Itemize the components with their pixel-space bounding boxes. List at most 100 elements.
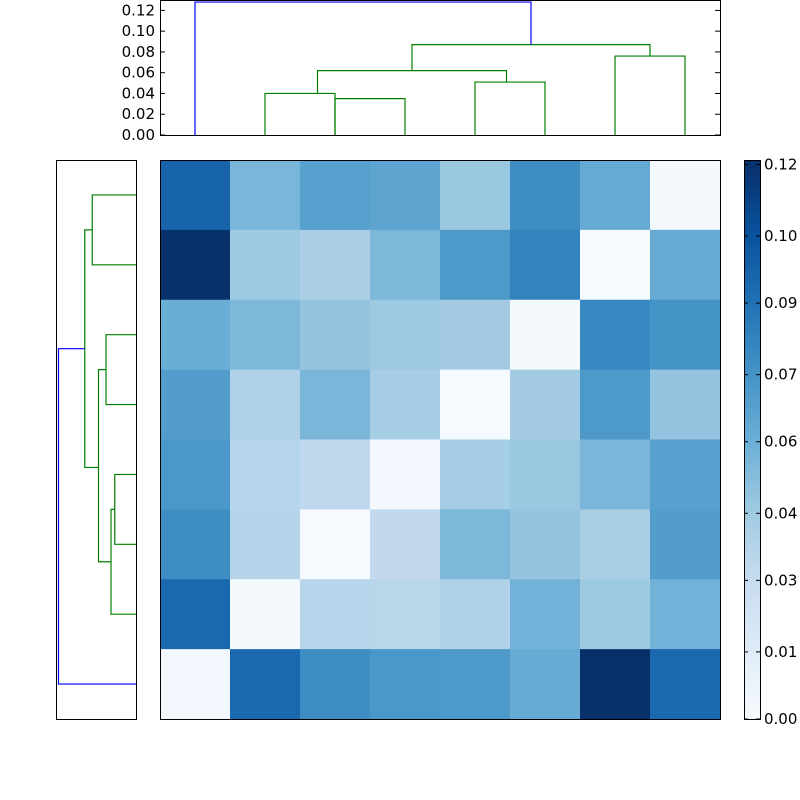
heatmap-cell [300, 300, 371, 370]
colorbar-segment [744, 695, 760, 700]
heatmap-cell [230, 160, 301, 230]
heatmap-cell [580, 649, 651, 719]
colorbar-segment [744, 308, 760, 313]
colorbar-segment [744, 519, 760, 524]
colorbar-segment [744, 396, 760, 401]
colorbar-segment [744, 404, 760, 409]
colorbar-segment [744, 491, 760, 496]
left-dendrogram-panel [57, 161, 137, 720]
heatmap-cell [160, 160, 231, 230]
colorbar-segment [744, 256, 760, 261]
heatmap-cell [580, 160, 651, 230]
colorbar-tick-label: 0.12 [764, 155, 797, 173]
colorbar-segment [744, 328, 760, 333]
colorbar-segment [744, 224, 760, 229]
colorbar-segment [744, 252, 760, 257]
colorbar-segment [744, 372, 760, 377]
colorbar-segment [744, 416, 760, 421]
colorbar-segment [744, 687, 760, 692]
heatmap-cell [510, 509, 581, 579]
colorbar-tick-label: 0.03 [764, 571, 797, 589]
heatmap-cell [650, 649, 721, 719]
colorbar-segment [744, 340, 760, 345]
colorbar-segment [744, 304, 760, 309]
left-dendrogram-frame [57, 161, 137, 720]
top-dendrogram-y-tick-label: 0.06 [122, 64, 155, 82]
colorbar-segment [744, 400, 760, 405]
left-dendrogram-link [59, 349, 137, 684]
left-dendrogram-link [85, 230, 99, 468]
colorbar-segment [744, 184, 760, 189]
colorbar-segment [744, 288, 760, 293]
heatmap-cell [370, 230, 441, 300]
colorbar-tick-label: 0.07 [764, 366, 797, 384]
top-dendrogram-y-tick-label: 0.12 [122, 1, 155, 19]
top-dendrogram-y-tick-label: 0.02 [122, 105, 155, 123]
colorbar-segment [744, 296, 760, 301]
heatmap-cell [440, 649, 511, 719]
colorbar-segment [744, 495, 760, 500]
heatmap-cell [160, 509, 231, 579]
heatmap-cell [650, 370, 721, 440]
colorbar-segment [744, 639, 760, 644]
colorbar-segment [744, 455, 760, 460]
colorbar-tick-label: 0.01 [764, 643, 797, 661]
colorbar-segment [744, 284, 760, 289]
heatmap-cell [230, 579, 301, 649]
colorbar-segment [744, 364, 760, 369]
colorbar-segment [744, 412, 760, 417]
heatmap-cell [580, 440, 651, 510]
heatmap-cell [370, 160, 441, 230]
colorbar-segment [744, 691, 760, 696]
heatmap-cell [510, 370, 581, 440]
colorbar-segment [744, 268, 760, 273]
top-dendrogram-link [412, 45, 650, 71]
colorbar-segment [744, 659, 760, 664]
heatmap-cell [230, 440, 301, 510]
colorbar-segment [744, 236, 760, 241]
colorbar-segment [744, 635, 760, 640]
colorbar-tick-label: 0.10 [764, 227, 797, 245]
colorbar-segment [744, 204, 760, 209]
colorbar-segment [744, 535, 760, 540]
colorbar-segment [744, 248, 760, 253]
colorbar-segment [744, 603, 760, 608]
colorbar-segment [744, 707, 760, 712]
colorbar-tick-label: 0.00 [764, 710, 797, 728]
colorbar-segment [744, 292, 760, 297]
left-dendrogram-links [59, 195, 137, 684]
left-dendrogram-link [106, 335, 136, 405]
heatmap-cell [300, 440, 371, 510]
heatmap-cell [650, 300, 721, 370]
colorbar-segment [744, 555, 760, 560]
colorbar-segment [744, 380, 760, 385]
heatmap-cell [440, 370, 511, 440]
colorbar-segment [744, 599, 760, 604]
colorbar-segment [744, 168, 760, 173]
colorbar-segment [744, 432, 760, 437]
colorbar-tick-label: 0.06 [764, 433, 797, 451]
heatmap-cell [650, 230, 721, 300]
heatmap-cell [440, 300, 511, 370]
colorbar-segment [744, 623, 760, 628]
colorbar-segment [744, 679, 760, 684]
heatmap-cell [370, 300, 441, 370]
top-dendrogram-y-tick-label: 0.04 [122, 84, 155, 102]
heatmap-cell [510, 649, 581, 719]
heatmap-cell [440, 160, 511, 230]
top-dendrogram-y-tick-label: 0.00 [122, 126, 155, 144]
heatmap-cell [160, 440, 231, 510]
colorbar-segment [744, 551, 760, 556]
colorbar-segment [744, 703, 760, 708]
colorbar-segment [744, 220, 760, 225]
heatmap-cell [300, 509, 371, 579]
colorbar-segment [744, 312, 760, 317]
colorbar-segment [744, 428, 760, 433]
heatmap-cell [650, 440, 721, 510]
colorbar-segment [744, 655, 760, 660]
heatmap-cell [510, 579, 581, 649]
heatmap-cells [160, 160, 721, 720]
colorbar-segment [744, 627, 760, 632]
colorbar-segment [744, 336, 760, 341]
colorbar-segment [744, 547, 760, 552]
